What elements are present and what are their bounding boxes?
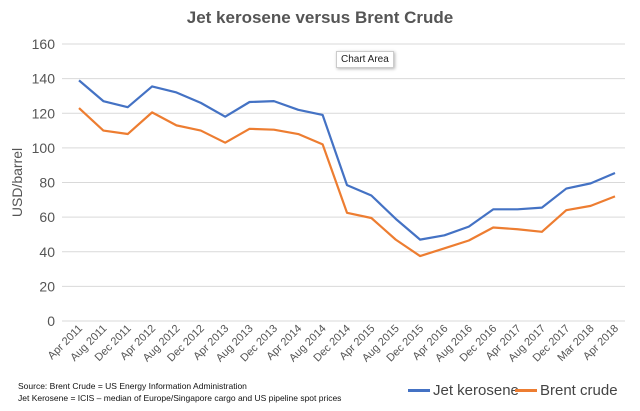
legend-brent-crude: Brent crude — [515, 382, 618, 399]
y-tick-label: 120 — [32, 105, 56, 121]
legend-label: Jet kerosene — [433, 382, 519, 399]
y-axis-label: USD/barrel — [9, 148, 25, 217]
y-tick-label: 40 — [39, 244, 55, 260]
y-tick-label: 100 — [32, 140, 56, 156]
legend-jet-kerosene: Jet kerosene — [408, 382, 519, 399]
y-tick-label: 60 — [39, 209, 55, 225]
legend-label: Brent crude — [540, 382, 618, 399]
legend-swatch — [515, 389, 537, 392]
source-line-2: Jet Kerosene = ICIS – median of Europe/S… — [18, 393, 342, 403]
y-tick-label: 80 — [39, 175, 55, 191]
source-line-1: Source: Brent Crude = US Energy Informat… — [18, 381, 247, 391]
y-tick-label: 20 — [39, 278, 55, 294]
y-tick-label: 0 — [47, 313, 55, 329]
series-line-brent-crude — [78, 107, 616, 258]
chart-title: Jet kerosene versus Brent Crude — [186, 8, 454, 27]
y-tick-label: 160 — [32, 36, 56, 52]
y-tick-label: 140 — [32, 71, 56, 87]
chart-area-tooltip: Chart Area — [336, 51, 394, 68]
series-line-jet-kerosene — [78, 79, 616, 241]
legend-swatch — [408, 389, 430, 392]
